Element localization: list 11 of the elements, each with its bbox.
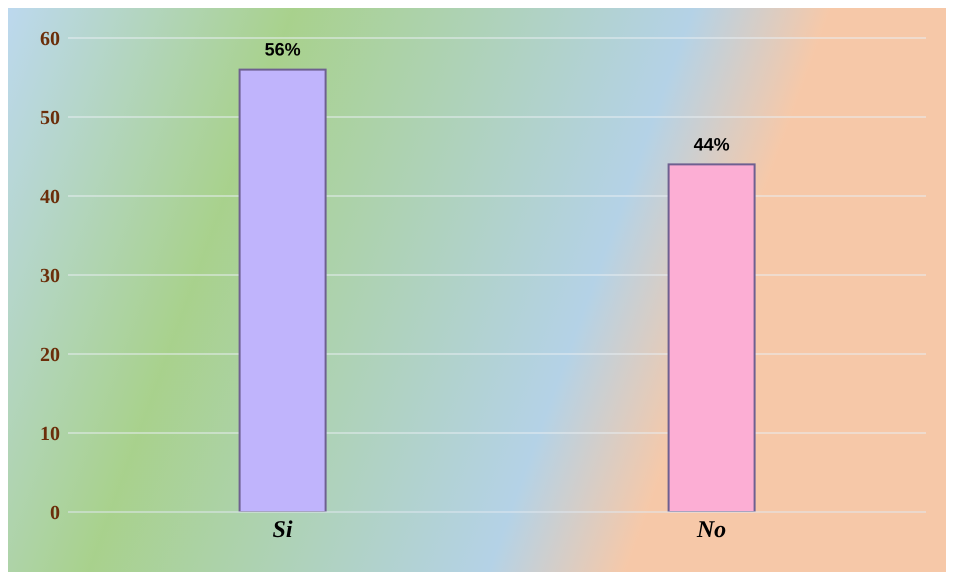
x-tick-label: Si <box>272 517 293 544</box>
y-tick-label: 30 <box>40 265 60 288</box>
y-tick-label: 50 <box>40 107 60 130</box>
y-tick-label: 60 <box>40 28 60 50</box>
x-tick-label: No <box>696 517 726 544</box>
y-tick-label: 40 <box>40 186 60 208</box>
data-label: 56% <box>264 40 301 60</box>
y-tick-label: 20 <box>40 344 60 366</box>
data-label: 44% <box>694 134 730 154</box>
y-tick-label: 10 <box>40 423 60 446</box>
y-tick-label: 0 <box>50 502 60 524</box>
